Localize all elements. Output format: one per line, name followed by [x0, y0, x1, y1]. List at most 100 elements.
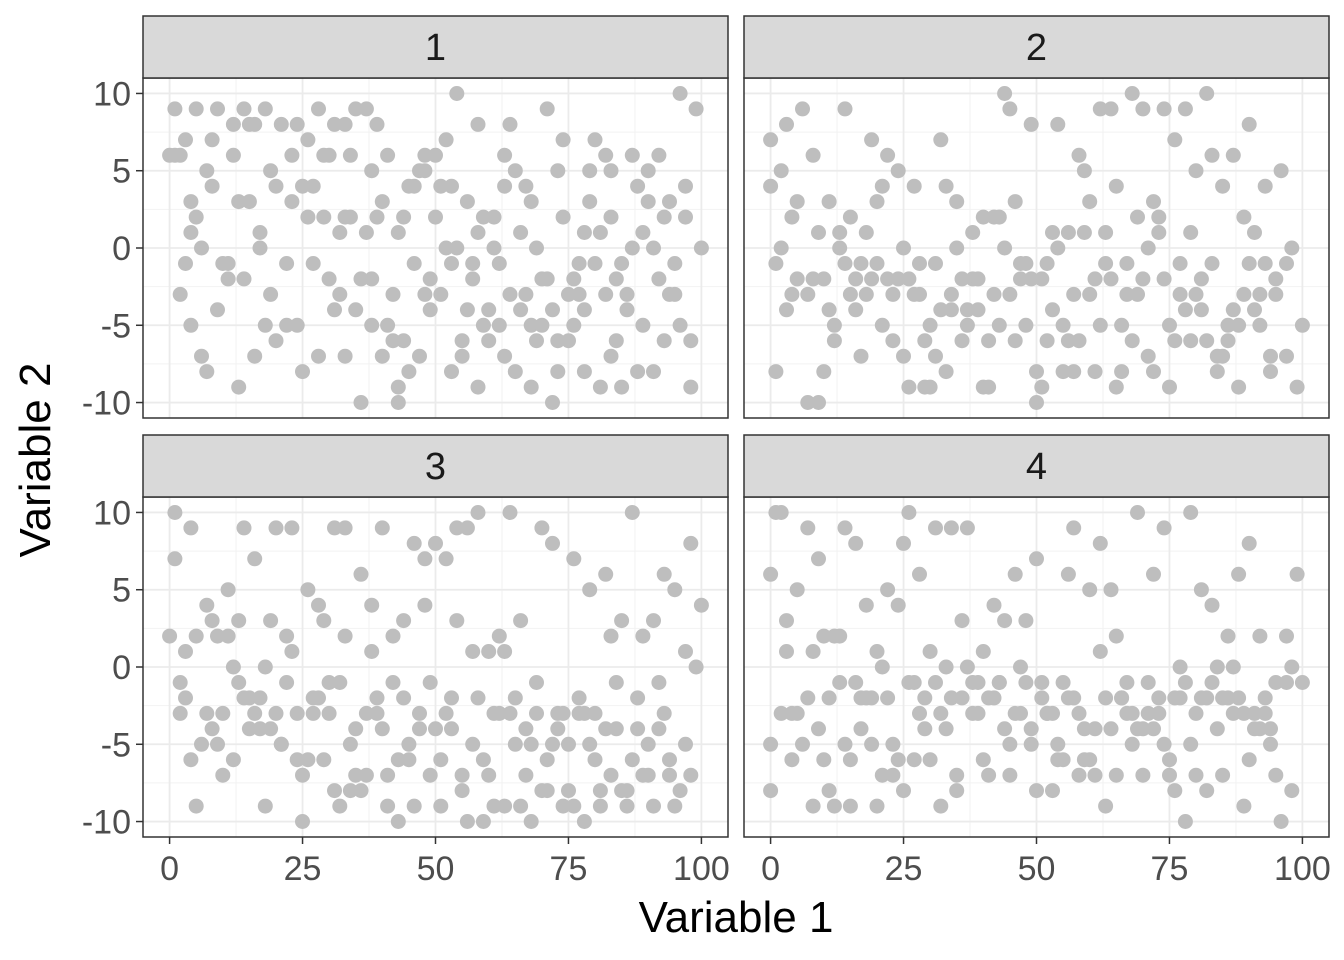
data-point: [779, 644, 794, 659]
data-point: [826, 317, 842, 333]
data-point: [656, 209, 672, 225]
data-point: [167, 551, 183, 567]
data-point: [662, 752, 677, 768]
data-point: [1124, 736, 1140, 752]
data-point: [1177, 302, 1193, 318]
data-point: [672, 317, 688, 333]
data-point: [321, 675, 337, 690]
data-point: [1177, 675, 1193, 690]
data-point: [651, 147, 667, 163]
data-point: [406, 798, 422, 814]
x-tick-label: 100: [673, 850, 730, 888]
data-point: [938, 364, 954, 380]
data-point: [672, 86, 688, 101]
data-point: [502, 286, 518, 302]
data-point: [273, 116, 289, 132]
facet-strip-label: 1: [425, 27, 446, 69]
data-point: [438, 240, 454, 256]
data-point: [1055, 752, 1071, 768]
data-point: [688, 659, 704, 675]
data-point: [630, 364, 646, 380]
data-point: [933, 302, 949, 318]
data-point: [1023, 116, 1039, 132]
data-point: [327, 116, 342, 132]
data-point: [587, 132, 603, 148]
data-point: [1114, 317, 1130, 333]
data-point: [1124, 86, 1140, 101]
data-point: [832, 675, 848, 690]
facet-strip-label: 2: [1026, 27, 1047, 69]
data-point: [1263, 721, 1278, 737]
panels-layer: 1 2 3 4: [142, 15, 1330, 838]
data-point: [337, 628, 353, 644]
data-point: [412, 721, 427, 737]
facet-strip: [142, 434, 729, 498]
data-point: [194, 348, 209, 364]
data-point: [518, 721, 534, 737]
data-point: [981, 379, 997, 395]
data-point: [433, 798, 449, 814]
data-point: [183, 317, 199, 333]
data-point: [571, 286, 587, 302]
data-point: [1252, 628, 1268, 644]
data-point: [1007, 194, 1023, 210]
data-point: [550, 364, 566, 380]
data-point: [316, 752, 332, 768]
data-point: [959, 317, 975, 333]
data-point: [1103, 101, 1119, 117]
data-point: [1023, 271, 1039, 287]
data-point: [1076, 721, 1092, 737]
data-point: [1252, 721, 1268, 737]
data-point: [364, 597, 380, 613]
data-point: [1279, 675, 1294, 690]
data-point: [1098, 225, 1114, 240]
data-point: [523, 194, 539, 210]
data-point: [1172, 659, 1188, 675]
data-point: [295, 364, 310, 380]
data-point: [311, 348, 326, 364]
data-point: [614, 256, 630, 271]
data-point: [1294, 317, 1310, 333]
data-point: [954, 333, 970, 349]
data-point: [566, 271, 582, 287]
data-point: [619, 302, 635, 318]
data-point: [608, 271, 624, 287]
data-point: [906, 286, 922, 302]
data-point: [1252, 317, 1268, 333]
data-point: [906, 752, 922, 768]
data-point: [422, 271, 438, 287]
data-point: [561, 286, 576, 302]
data-point: [358, 705, 374, 721]
data-point: [1114, 364, 1130, 380]
data-point: [491, 317, 507, 333]
data-point: [215, 705, 231, 721]
facet-strip-label: 3: [425, 446, 446, 488]
data-point: [832, 240, 848, 256]
data-point: [667, 256, 683, 271]
facet-panel-3: 3: [142, 434, 729, 838]
data-point: [1082, 194, 1098, 210]
data-point: [943, 302, 959, 318]
data-point: [1082, 752, 1098, 768]
data-point: [475, 752, 491, 768]
data-point: [938, 178, 954, 194]
y-axis: -10 -5 0 5 10 -10 -5 0 5 10: [82, 75, 143, 842]
data-point: [864, 271, 880, 287]
data-point: [513, 302, 529, 318]
data-point: [1284, 240, 1300, 256]
data-point: [576, 364, 592, 380]
data-point: [821, 690, 837, 706]
data-point: [624, 752, 640, 768]
data-point: [396, 209, 412, 225]
data-point: [1279, 628, 1294, 644]
data-point: [236, 101, 252, 117]
data-point: [380, 317, 396, 333]
data-point: [1204, 597, 1220, 613]
data-point: [1135, 767, 1151, 783]
data-point: [763, 783, 779, 799]
data-point: [1252, 286, 1268, 302]
data-point: [1151, 209, 1167, 225]
data-point: [1013, 271, 1028, 287]
data-point: [545, 302, 560, 318]
data-point: [1140, 240, 1156, 256]
